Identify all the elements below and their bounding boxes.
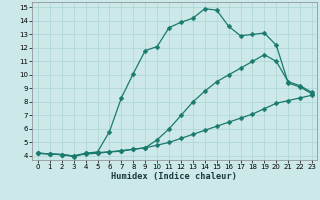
X-axis label: Humidex (Indice chaleur): Humidex (Indice chaleur) <box>111 172 237 181</box>
